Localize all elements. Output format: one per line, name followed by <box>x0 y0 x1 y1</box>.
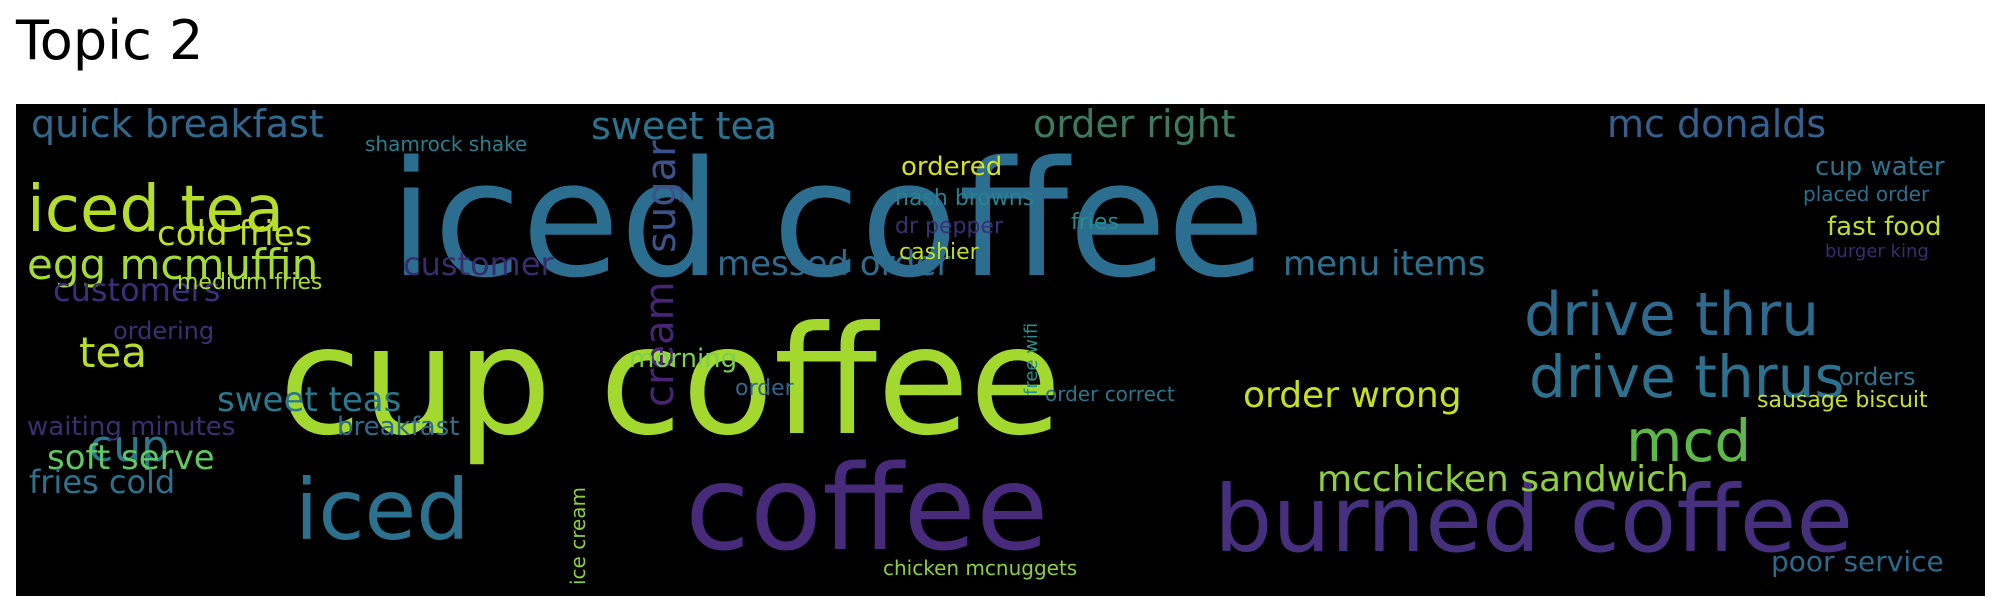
cloud-word-customers: customers <box>53 271 220 309</box>
cloud-word-order-wrong: order wrong <box>1243 375 1462 416</box>
cloud-word-tea: tea <box>79 328 147 377</box>
cloud-word-shamrock-shake: shamrock shake <box>365 132 527 156</box>
cloud-word-poor-service: poor service <box>1771 545 1944 578</box>
cloud-word-drive-thru: drive thru <box>1524 280 1819 350</box>
cloud-word-morning: morning <box>629 344 737 374</box>
cloud-word-free-wifi: free wifi <box>1021 323 1042 395</box>
cloud-word-medium-fries: medium fries <box>177 270 322 295</box>
cloud-word-ordering: ordering <box>113 317 214 345</box>
cloud-word-drive-thrus: drive thrus <box>1529 343 1845 411</box>
cloud-word-ordered: ordered <box>901 152 1002 182</box>
cloud-word-quick-breakfast: quick breakfast <box>31 105 324 146</box>
cloud-word-cup-water: cup water <box>1815 152 1945 182</box>
cloud-word-order-correct: order correct <box>1045 382 1175 406</box>
cloud-word-fast-food: fast food <box>1827 212 1942 242</box>
figure-title: Topic 2 <box>16 9 204 72</box>
cloud-word-order: order <box>735 376 795 401</box>
cloud-word-sweet-tea: sweet tea <box>591 105 777 148</box>
cloud-word-sugar: sugar <box>639 140 685 253</box>
cloud-word-iced-coffee: iced coffee <box>389 126 1265 313</box>
cloud-word-cold-fries: cold fries <box>157 214 312 254</box>
cloud-word-customer: customer <box>403 245 555 283</box>
cloud-word-burned-coffee: burned coffee <box>1214 466 1853 573</box>
word-cloud: iced coffee cup coffee coffee burned coffee… <box>16 104 1985 596</box>
cloud-word-sausage-biscuit: sausage biscuit <box>1757 388 1928 413</box>
cloud-word-chicken-mcnuggets: chicken mcnuggets <box>883 556 1077 580</box>
cloud-word-coffee: coffee <box>685 439 1049 577</box>
cloud-word-waiting-minutes: waiting minutes <box>27 412 235 442</box>
cloud-word-messed-order: messed order <box>717 244 950 284</box>
cloud-word-burger-king: burger king <box>1825 241 1929 262</box>
cloud-word-menu-items: menu items <box>1283 244 1485 284</box>
cloud-word-ice-cream: ice cream <box>566 487 590 585</box>
cloud-word-hash-browns: hash browns <box>895 186 1034 211</box>
cloud-word-egg-mcmuffin: egg mcmuffin <box>27 240 318 289</box>
cloud-word-cup-coffee: cup coffee <box>279 295 1062 469</box>
cloud-word-orders: orders <box>1839 363 1916 391</box>
cloud-word-mcchicken-sandwich: mcchicken sandwich <box>1317 459 1689 500</box>
cloud-word-order-right: order right <box>1033 105 1236 146</box>
cloud-word-iced-tea: iced tea <box>27 173 284 247</box>
cloud-word-soft-serve: soft serve <box>47 438 215 478</box>
cloud-word-mc-donalds: mc donalds <box>1607 105 1826 146</box>
cloud-word-sweet-teas: sweet teas <box>217 380 401 420</box>
cloud-word-fries-cold: fries cold <box>29 463 175 501</box>
cloud-word-cashier: cashier <box>899 240 980 265</box>
cloud-word-cream: cream <box>637 281 683 407</box>
cloud-word-dr-pepper: dr pepper <box>895 214 1004 239</box>
cloud-word-placed-order: placed order <box>1803 182 1930 206</box>
cloud-word-fries: fries <box>1071 210 1119 235</box>
cloud-word-iced: iced <box>295 461 470 559</box>
cloud-word-mcd: mcd <box>1626 407 1751 475</box>
cloud-word-cup: cup <box>89 421 169 472</box>
cloud-word-breakfast: breakfast <box>337 412 459 442</box>
